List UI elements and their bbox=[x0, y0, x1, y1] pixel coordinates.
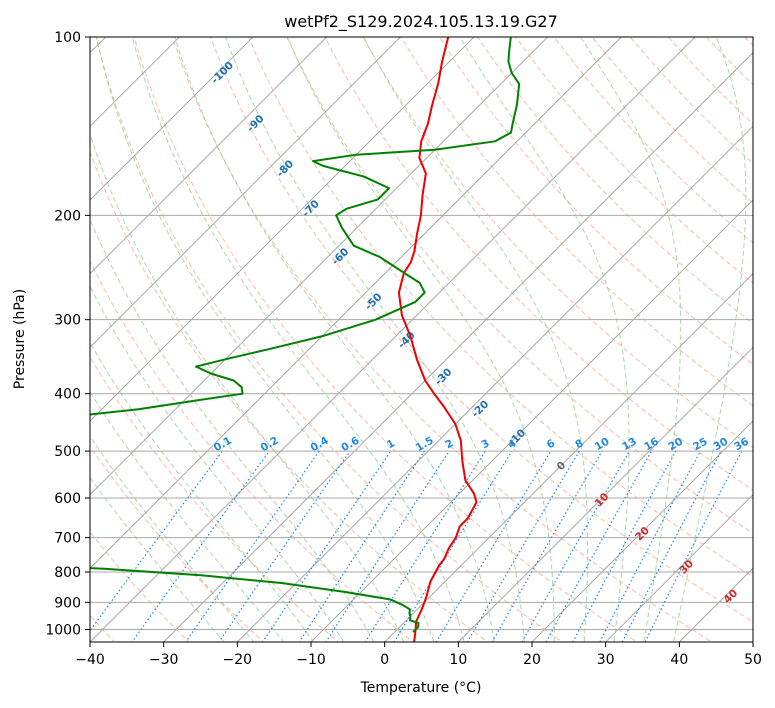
dry-adiabat-line bbox=[324, 37, 753, 491]
moist-adiabat-line bbox=[90, 218, 375, 642]
y-tick-label: 700 bbox=[54, 531, 81, 547]
x-tick-label: 20 bbox=[523, 652, 541, 668]
mixing-ratio-lines bbox=[90, 450, 743, 642]
y-tick-label: 100 bbox=[54, 30, 81, 46]
isotherm-line bbox=[90, 37, 696, 642]
temperature-profile-line bbox=[397, 37, 478, 642]
dry-adiabat-line bbox=[362, 37, 753, 449]
isotherm-line bbox=[236, 125, 753, 642]
isotherm-line bbox=[90, 37, 402, 349]
x-tick-label: −30 bbox=[149, 652, 179, 668]
chart-title: wetPf2_S129.2024.105.13.19.G27 bbox=[284, 12, 558, 32]
y-tick-label: 800 bbox=[54, 565, 81, 581]
isotherm-line bbox=[457, 346, 753, 642]
moist-adiabat-line bbox=[90, 132, 405, 642]
mixing-ratio-line bbox=[298, 450, 425, 642]
isotherm-line bbox=[531, 420, 753, 642]
isotherm-line bbox=[162, 51, 753, 642]
y-axis: 100 200 300 400 500 600 700 800 900 1000 bbox=[45, 30, 90, 638]
mixing-ratio-line bbox=[90, 450, 223, 632]
isotherms bbox=[90, 37, 753, 642]
dry-adiabat-line bbox=[171, 37, 713, 642]
profile-series bbox=[90, 37, 521, 642]
mixing-ratio-line bbox=[325, 450, 450, 642]
x-tick-label: 30 bbox=[597, 652, 615, 668]
moist-adiabat-line bbox=[286, 37, 555, 642]
dry-adiabat-line bbox=[90, 356, 339, 642]
dry-adiabat-line bbox=[477, 37, 753, 325]
y-tick-label: 300 bbox=[54, 313, 81, 329]
moist-adiabat-line bbox=[90, 285, 345, 642]
dry-adiabat-line bbox=[95, 37, 564, 642]
dry-adiabat-line bbox=[210, 37, 753, 623]
dry-adiabat-line bbox=[248, 37, 753, 578]
isotherm-line bbox=[90, 37, 475, 422]
x-axis-title: Temperature (°C) bbox=[360, 680, 482, 696]
moist-adiabat-line bbox=[580, 37, 682, 642]
pressure-gridlines bbox=[90, 37, 753, 630]
x-tick-label: 50 bbox=[744, 652, 762, 668]
mixing-ratio-line bbox=[262, 450, 392, 642]
dry-adiabat-line bbox=[90, 259, 414, 642]
y-tick-label: 900 bbox=[54, 595, 81, 611]
isotherm-line bbox=[383, 272, 753, 642]
isotherm-line bbox=[604, 493, 753, 642]
y-axis-title: Pressure (hPa) bbox=[12, 289, 28, 389]
y-tick-label: 500 bbox=[54, 444, 81, 460]
mixing-ratio-line bbox=[572, 450, 677, 642]
mixing-ratio-line bbox=[185, 450, 320, 642]
moist-adiabat-line bbox=[363, 37, 589, 642]
moist-adiabat-line bbox=[90, 435, 255, 642]
mixing-ratio-line bbox=[364, 450, 486, 642]
x-tick-label: 10 bbox=[449, 652, 467, 668]
dry-adiabat-line bbox=[90, 531, 190, 642]
moist-adiabat-line bbox=[225, 37, 525, 642]
y-tick-label: 200 bbox=[54, 208, 81, 224]
plot-frame bbox=[89, 36, 754, 643]
moist-adiabat-line bbox=[90, 341, 315, 642]
y-tick-label: 600 bbox=[54, 491, 81, 507]
x-tick-label: 40 bbox=[670, 652, 688, 668]
isotherm-line bbox=[310, 199, 753, 642]
dry-adiabats bbox=[90, 37, 753, 642]
moist-adiabat-line bbox=[131, 37, 465, 642]
mixing-ratio-line bbox=[466, 450, 580, 642]
x-axis: −40 −30 −20 −10 0 10 20 30 40 50 bbox=[75, 642, 762, 668]
mixing-ratio-line bbox=[218, 450, 351, 642]
mixing-ratio-line bbox=[599, 450, 702, 642]
dry-adiabat-line bbox=[90, 150, 489, 642]
moist-adiabat-line bbox=[90, 390, 285, 642]
x-tick-label: −40 bbox=[75, 652, 105, 668]
dry-adiabat-line bbox=[286, 37, 753, 534]
mixing-ratio-line bbox=[435, 450, 552, 642]
moist-adiabat-line bbox=[95, 37, 435, 642]
x-tick-label: 0 bbox=[380, 652, 389, 668]
dewpoint-profile-line bbox=[90, 37, 521, 633]
y-tick-label: 400 bbox=[54, 387, 81, 403]
mixing-ratio-line bbox=[491, 450, 603, 642]
dry-adiabat-line bbox=[439, 37, 753, 366]
x-tick-label: −10 bbox=[296, 652, 326, 668]
isotherm-line bbox=[90, 37, 328, 275]
mixing-ratio-line bbox=[393, 450, 513, 642]
x-tick-label: −20 bbox=[223, 652, 253, 668]
isotherm-line bbox=[90, 37, 254, 201]
isotherm-line bbox=[90, 37, 549, 496]
moist-adiabat-line bbox=[90, 476, 225, 642]
y-tick-label: 1000 bbox=[45, 622, 81, 638]
